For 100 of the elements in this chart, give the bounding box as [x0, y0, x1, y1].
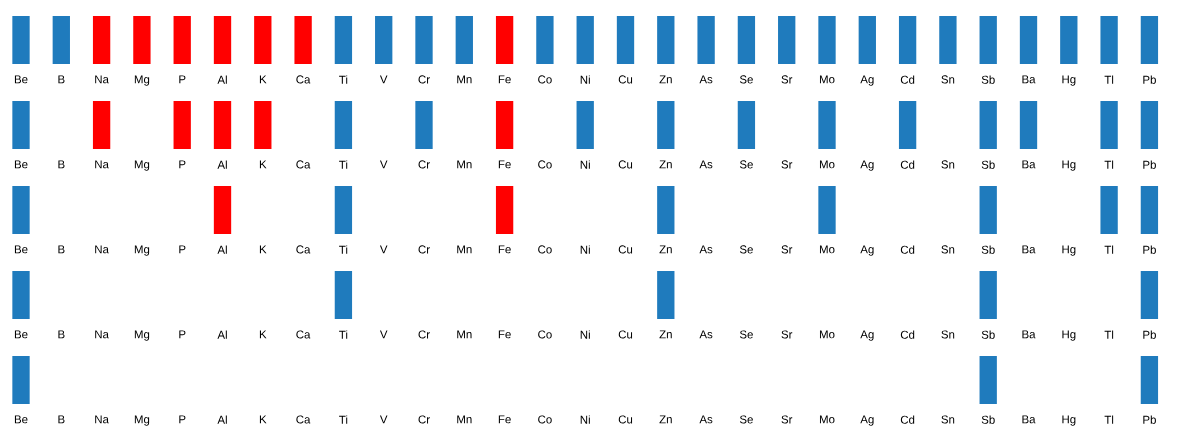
x-tick-label: Tl	[1104, 330, 1114, 339]
x-tick-label: Be	[14, 75, 28, 84]
x-tick-label: B	[58, 75, 65, 84]
x-tick-label: Co	[538, 245, 552, 254]
x-tick-label: Mn	[457, 415, 472, 424]
x-tick-label: Pb	[1143, 75, 1156, 84]
x-tick-label: Mg	[134, 75, 150, 86]
x-tick-label: P	[179, 160, 186, 169]
x-tick-label: Cr	[418, 160, 430, 169]
x-tick-label: Sr	[781, 160, 793, 169]
x-tick-label: Hg	[1062, 160, 1076, 171]
x-tick-label: Sb	[981, 160, 995, 169]
x-tick-label: Sb	[981, 415, 995, 424]
x-tick-label: Tl	[1104, 160, 1114, 169]
x-tick-label: Hg	[1062, 330, 1076, 341]
x-tick-label: Mo	[819, 160, 835, 169]
x-tick-label: Mg	[134, 245, 150, 256]
x-tick-label: Cu	[618, 330, 633, 339]
x-tick-label: Ag	[860, 160, 874, 171]
x-tick-label: Na	[95, 415, 109, 424]
x-tick-label: Ag	[860, 245, 874, 256]
x-tick-label: Fe	[498, 75, 511, 84]
x-tick-label: Zn	[659, 75, 672, 84]
x-tick-label: Na	[95, 160, 109, 169]
x-tick-label: Ni	[580, 245, 590, 254]
x-tick-label: Al	[217, 160, 227, 169]
x-tick-label: Na	[95, 75, 109, 84]
x-tick-label: K	[259, 160, 267, 169]
x-tick-label: Ba	[1022, 330, 1036, 339]
x-tick-label: Cr	[418, 330, 430, 339]
x-tick-label: Na	[95, 330, 109, 339]
x-tick-label: P	[179, 415, 186, 424]
x-tick-label: Ti	[339, 75, 348, 84]
x-tick-label: Cd	[900, 245, 915, 254]
x-tick-label: Zn	[659, 160, 672, 169]
x-tick-label: Cu	[618, 160, 633, 169]
x-tick-label: Cu	[618, 75, 633, 84]
x-tick-label: Sn	[941, 245, 955, 254]
x-tick-label: Co	[538, 160, 552, 169]
x-tick-label: K	[259, 245, 267, 254]
x-tick-label: V	[379, 330, 388, 339]
x-tick-label: P	[179, 245, 186, 254]
x-tick-label: Zn	[659, 245, 672, 254]
x-tick-label: B	[58, 245, 65, 254]
x-tick-label: Mn	[457, 75, 472, 84]
x-tick-label: Hg	[1062, 75, 1076, 86]
x-tick-label: Ba	[1022, 75, 1036, 84]
x-tick-label: Ca	[296, 415, 311, 424]
x-tick-label: K	[259, 415, 267, 424]
x-tick-label: Se	[739, 415, 753, 424]
x-tick-label: K	[259, 330, 267, 339]
x-tick-label: B	[58, 330, 65, 339]
x-tick-label: As	[699, 245, 713, 254]
x-tick-label: Mo	[819, 245, 835, 254]
x-tick-label: Al	[217, 245, 227, 254]
x-tick-label: As	[699, 330, 713, 339]
x-tick-label: Mn	[457, 160, 472, 169]
x-tick-label: Hg	[1062, 245, 1076, 256]
x-tick-label: Sr	[781, 415, 793, 424]
x-tick-label: Mg	[134, 415, 150, 426]
x-tick-label: Tl	[1104, 75, 1114, 84]
x-tick-label: Pb	[1143, 330, 1156, 339]
x-tick-label: Na	[95, 245, 109, 254]
x-tick-label: Sb	[981, 245, 995, 254]
x-tick-label: Ti	[339, 415, 348, 424]
x-tick-label: V	[379, 245, 388, 254]
x-tick-label: Be	[14, 245, 28, 254]
x-tick-label: Sb	[981, 330, 995, 339]
x-tick-label: Co	[538, 415, 552, 424]
x-tick-label: Fe	[498, 330, 511, 339]
x-tick-label: As	[699, 415, 713, 424]
x-tick-label: Cu	[618, 415, 633, 424]
x-tick-label: Cd	[900, 75, 915, 84]
x-tick-label: Ti	[339, 245, 348, 254]
x-tick-label: As	[699, 160, 713, 169]
x-tick-label: V	[379, 75, 388, 84]
x-tick-label: Pb	[1143, 415, 1156, 424]
x-tick-label: Ni	[580, 330, 590, 339]
x-tick-label: Cr	[418, 75, 430, 84]
x-tick-label: Sr	[781, 330, 793, 339]
x-tick-label: Pb	[1143, 245, 1156, 254]
x-tick-label: Be	[14, 330, 28, 339]
x-tick-label: Se	[739, 75, 753, 84]
x-tick-label: B	[58, 415, 65, 424]
x-tick-label: Al	[217, 330, 227, 339]
x-tick-label: Be	[14, 415, 28, 424]
x-tick-label: Zn	[659, 330, 672, 339]
x-tick-label: V	[379, 160, 388, 169]
x-tick-label: Sn	[941, 160, 955, 169]
x-tick-label: Ni	[580, 160, 590, 169]
x-tick-label: Hg	[1062, 415, 1076, 426]
x-tick-label: Cd	[900, 160, 915, 169]
x-tick-label: Cr	[418, 415, 430, 424]
x-tick-label: Fe	[498, 160, 511, 169]
x-tick-label: Ti	[339, 330, 348, 339]
x-tick-label: Ca	[296, 245, 311, 254]
x-tick-label: Ag	[860, 75, 874, 86]
x-tick-label: Ca	[296, 75, 311, 84]
x-tick-label: Ba	[1022, 160, 1036, 169]
x-tick-label: Cd	[900, 415, 915, 424]
